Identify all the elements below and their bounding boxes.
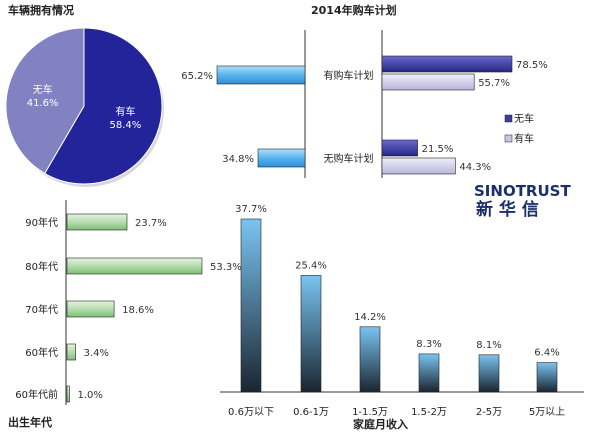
birth-category-3: 60年代: [25, 346, 58, 359]
income-bar-0: [240, 218, 262, 393]
pie-value-has-car: 58.4%: [110, 120, 142, 131]
birth-value-0: 23.7%: [135, 218, 167, 229]
income-bar-1: [300, 275, 322, 393]
pie-label-has-car: 有车: [115, 105, 135, 118]
purchase-category-without-plan: 无购车计划: [324, 152, 374, 165]
income-bar-3: [418, 353, 440, 393]
purchase-value-with-plan-has-car: 55.7%: [478, 78, 510, 89]
pie-slice-has-car: [44, 27, 163, 185]
purchase-total-value-with-plan: 65.2%: [181, 71, 213, 82]
legend-label-no-car: 无车: [514, 112, 534, 125]
income-bar-4: [478, 354, 500, 393]
income-bar-5: [536, 362, 558, 393]
birth-category-2: 70年代: [25, 303, 58, 316]
purchase-bar-without-plan-no-car: [381, 139, 418, 157]
income-value-4: 8.1%: [476, 340, 501, 351]
birth-category-1: 80年代: [25, 260, 58, 273]
purchase-bar-with-plan-has-car: [381, 73, 475, 91]
vehicle-ownership-pie: 有车 58.4% 无车 41.6%: [5, 27, 164, 187]
birth-decade-title: 出生年代: [8, 415, 52, 429]
income-value-0: 37.7%: [235, 204, 267, 215]
purchase-total-bar-without-plan: [257, 148, 306, 168]
legend-swatch-no-car: [504, 114, 513, 123]
birth-bar-2: [66, 300, 115, 318]
income-value-3: 8.3%: [416, 339, 441, 350]
birth-decade-bars: 90年代 23.7% 80年代 53.3% 70年代 18.6% 60年代 3.4% 60年代前…: [15, 213, 242, 403]
legend-swatch-has-car: [504, 134, 513, 143]
income-value-5: 6.4%: [534, 348, 559, 359]
purchase-value-without-plan-has-car: 44.3%: [459, 162, 491, 173]
pie-value-no-car: 41.6%: [27, 98, 59, 109]
income-category-0: 0.6万以下: [228, 407, 274, 418]
income-value-2: 14.2%: [354, 312, 386, 323]
birth-value-3: 3.4%: [84, 348, 109, 359]
income-category-3: 1.5-2万: [411, 407, 447, 418]
pie-slice-no-car: [5, 27, 85, 175]
purchase-total-bar-with-plan: [216, 65, 306, 85]
purchase-value-without-plan-no-car: 21.5%: [422, 144, 454, 155]
birth-bar-0: [66, 213, 128, 231]
birth-bar-3: [66, 343, 76, 361]
income-category-4: 2-5万: [476, 407, 502, 418]
logo-text-en: SINOTRUST: [474, 182, 571, 200]
purchase-value-with-plan-no-car: 78.5%: [516, 60, 548, 71]
birth-bar-1: [66, 257, 203, 275]
income-title: 家庭月收入: [353, 417, 408, 431]
income-bar-2: [359, 326, 381, 393]
birth-value-4: 1.0%: [78, 390, 103, 401]
income-value-1: 25.4%: [295, 260, 327, 271]
birth-category-4: 60年代前: [15, 388, 58, 401]
purchase-bar-without-plan-has-car: [381, 157, 456, 175]
purchase-bar-with-plan-no-car: [381, 55, 513, 73]
purchase-plan-title: 2014年购车计划: [311, 3, 397, 17]
birth-category-0: 90年代: [25, 216, 58, 229]
sinotrust-logo: SINOTRUST 新 华 信: [474, 182, 571, 220]
income-bars: 37.7% 0.6万以下 25.4% 0.6-1万 14.2% 1-1.5万 8.3% 1.5…: [228, 204, 565, 418]
birth-bar-4: [66, 385, 70, 403]
income-category-5: 5万以上: [529, 406, 565, 418]
birth-value-2: 18.6%: [122, 305, 154, 316]
legend-label-has-car: 有车: [514, 132, 534, 145]
purchase-plan-bars: 65.2% 有购车计划 78.5% 55.7% 34.8% 无购车计划 21.5% 44.3%: [181, 55, 548, 175]
pie-title: 车辆拥有情况: [8, 3, 74, 17]
income-category-1: 0.6-1万: [293, 407, 329, 418]
pie-label-no-car: 无车: [33, 83, 53, 96]
purchase-total-value-without-plan: 34.8%: [222, 154, 254, 165]
income-category-2: 1-1.5万: [352, 407, 388, 418]
birth-value-1: 53.3%: [210, 262, 242, 273]
purchase-legend: 无车 有车: [504, 112, 534, 145]
purchase-category-with-plan: 有购车计划: [324, 69, 374, 82]
logo-text-cn: 新 华 信: [476, 199, 539, 220]
